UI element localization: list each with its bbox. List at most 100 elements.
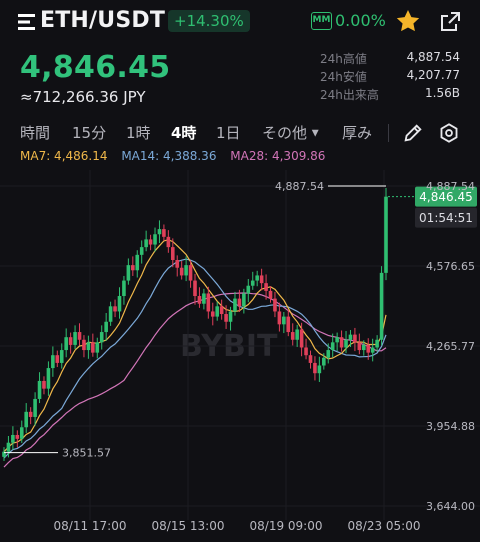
candle-body <box>46 368 51 389</box>
candle-body <box>242 293 246 307</box>
candle-body <box>19 427 24 439</box>
candle-body <box>215 306 220 317</box>
ma7-value: MA7: 4,486.14 <box>20 149 108 163</box>
stat-value: 1.56B <box>425 86 460 100</box>
candle-body <box>379 272 384 340</box>
countdown-tag <box>415 207 477 228</box>
moving-average-legend: MA7: 4,486.14 MA14: 4,388.36 MA28: 4,309… <box>20 149 335 163</box>
candle-body <box>144 239 148 248</box>
change-badge: +14.30% <box>168 10 250 32</box>
candle-body <box>193 280 197 297</box>
candle-body <box>33 398 37 417</box>
mm-value: 0.00% <box>335 11 386 30</box>
countdown-label: 01:54:51 <box>419 211 473 225</box>
ma14-value: MA14: 4,388.36 <box>121 149 217 163</box>
candle-body <box>157 229 162 235</box>
menu-icon[interactable] <box>18 13 38 31</box>
ma-line <box>3 258 387 459</box>
candle-body <box>357 342 362 351</box>
candle-body <box>37 380 42 399</box>
y-tick-label: 3,644.00 <box>426 500 475 513</box>
candle-body <box>246 285 251 294</box>
x-tick-label: 08/15 13:00 <box>152 519 225 533</box>
candle-body <box>11 434 15 443</box>
settings-gear-icon[interactable] <box>438 122 460 144</box>
tab-depth[interactable]: 厚み <box>342 124 373 142</box>
favorite-star-icon[interactable] <box>395 8 421 34</box>
candle-body <box>122 280 126 297</box>
y-tick-label: 4,576.65 <box>426 260 475 273</box>
candle-body <box>99 332 104 343</box>
candle-body <box>317 365 322 374</box>
candle-body <box>117 296 122 312</box>
candle-body <box>237 298 242 307</box>
candle-body <box>282 316 286 325</box>
top-bar: ETH/USDT +14.30% MM 0.00% <box>0 0 480 44</box>
candle-body <box>139 247 144 255</box>
candle-body <box>299 329 304 348</box>
candle-body <box>202 293 206 304</box>
last-price: 4,846.45 <box>20 50 171 85</box>
candle-body <box>162 229 166 237</box>
candle-body <box>255 275 259 281</box>
candle-body <box>68 337 73 345</box>
ma-line <box>3 292 387 468</box>
candle-body <box>268 290 273 299</box>
y-tick-label: 3,954.88 <box>426 420 475 433</box>
mm-icon: MM <box>311 12 332 30</box>
candle-body <box>2 451 6 457</box>
candle-body <box>233 298 237 312</box>
tab-4h[interactable]: 4時 <box>171 124 197 142</box>
candles <box>2 187 388 461</box>
candle-body <box>206 293 211 312</box>
last-price-tag <box>415 186 477 207</box>
candle-body <box>82 339 86 351</box>
candle-body <box>113 306 117 312</box>
candle-body <box>295 329 299 340</box>
candle-body <box>197 296 202 304</box>
stat-value: 4,887.54 <box>406 50 460 64</box>
high-marker-label: 4,887.54 <box>275 180 324 193</box>
candle-body <box>353 334 357 343</box>
x-tick-label: 08/19 09:00 <box>250 519 323 533</box>
candle-body <box>175 259 180 268</box>
candle-body <box>286 316 291 333</box>
stats-panel: 24h高値 4,887.54 24h安値 4,207.77 24h出来高 1.5… <box>320 50 460 104</box>
candle-body <box>55 355 60 363</box>
fiat-value: ≈712,266.36 JPY <box>20 88 146 106</box>
candle-body <box>184 265 188 276</box>
candle-body <box>131 265 135 271</box>
candle-body <box>135 254 140 271</box>
candle-body <box>224 314 228 322</box>
last-price-tag-label: 4,846.45 <box>419 190 472 204</box>
tab-more[interactable]: その他 ▼ <box>262 122 319 143</box>
markers: 4,887.54 3,851.57 4,846.45 01:54:51 <box>4 180 477 460</box>
candle-body <box>290 332 295 340</box>
candle-body <box>86 342 91 351</box>
candle-body <box>153 234 157 245</box>
tab-15m[interactable]: 15分 <box>72 124 107 142</box>
candle-body <box>219 306 224 315</box>
candle-body <box>179 267 184 276</box>
tab-1d[interactable]: 1日 <box>216 124 241 142</box>
candle-body <box>188 265 193 281</box>
candle-body <box>264 283 268 291</box>
x-axis: 08/11 17:00 08/15 13:00 08/19 09:00 08/23 0… <box>54 519 421 533</box>
candle-body <box>313 362 317 374</box>
tab-time[interactable]: 時間 <box>20 124 51 142</box>
grid-lines <box>0 170 480 520</box>
trading-pair[interactable]: ETH/USDT <box>40 8 166 33</box>
external-link-icon[interactable] <box>438 10 462 34</box>
pencil-icon[interactable] <box>402 122 424 144</box>
candle-body <box>210 311 215 317</box>
tab-1h[interactable]: 1時 <box>126 124 151 142</box>
candle-body <box>42 380 46 389</box>
x-tick-label: 08/23 05:00 <box>348 519 421 533</box>
ma28-value: MA28: 4,309.86 <box>230 149 326 163</box>
candle-body <box>108 306 113 322</box>
ma-line <box>3 239 387 453</box>
candle-body <box>250 280 255 286</box>
candle-body <box>73 332 77 345</box>
low-marker-label: 3,851.57 <box>62 447 111 460</box>
